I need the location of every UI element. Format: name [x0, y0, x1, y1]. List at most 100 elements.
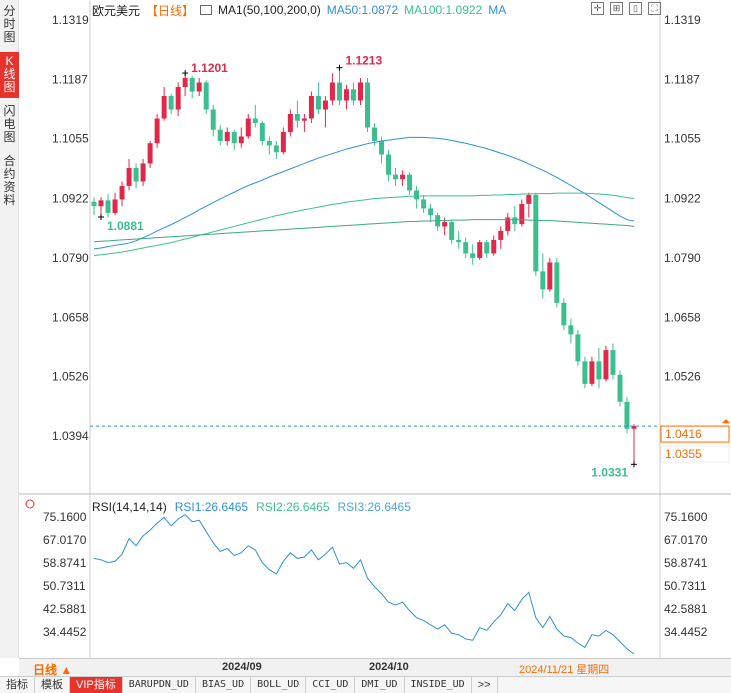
candle-body: [217, 129, 223, 141]
candle-body: [336, 82, 342, 101]
price-tick-right: 1.0526: [664, 370, 701, 384]
bookmark-icon[interactable]: ▯: [629, 2, 642, 15]
rsi2-value: RSI2:26.6465: [256, 500, 330, 514]
tab-more[interactable]: >>: [472, 677, 498, 693]
ma-more: MA: [488, 3, 507, 17]
candle-body: [547, 262, 553, 290]
tab-indicators[interactable]: 指标: [0, 677, 35, 693]
candle-body: [379, 140, 385, 155]
candle-body: [519, 203, 525, 225]
scroll-up-arrow-icon: [722, 419, 730, 424]
period-selector[interactable]: 【日线】: [146, 3, 195, 18]
candle-body: [182, 78, 188, 88]
rsi-params[interactable]: RSI(14,14,14): [92, 500, 167, 514]
tab-timeshare[interactable]: 分时图: [3, 4, 16, 44]
candle-body: [386, 154, 392, 175]
tab-boll[interactable]: BOLL_UD: [251, 677, 307, 693]
current-price-box: [660, 425, 730, 443]
price-tick-left: 1.1055: [52, 132, 89, 146]
tab-bias[interactable]: BIAS_UD: [196, 677, 252, 693]
time-label-oct: 2024/10: [369, 661, 409, 673]
candle-body: [140, 163, 146, 182]
tab-inside[interactable]: INSIDE_UD: [405, 677, 472, 693]
candle-body: [407, 174, 413, 191]
zoom-icon[interactable]: ⊞: [610, 2, 623, 15]
candle-body: [315, 96, 321, 110]
candle-body: [210, 109, 216, 130]
candle-body: [350, 89, 356, 101]
rsi-tick-right: 42.5881: [664, 602, 708, 616]
extreme-label: 1.1201: [191, 61, 228, 75]
current-price-label: 1.0416: [665, 427, 702, 441]
tab-flash[interactable]: 闪电图: [3, 104, 16, 144]
candle-body: [575, 334, 581, 362]
candle-body: [589, 361, 595, 384]
ma-settings-icon[interactable]: [200, 5, 213, 15]
extreme-label: 1.1213: [345, 54, 382, 68]
chart-toolbar: ✛ ⊞ ▯ ⛶: [591, 2, 661, 15]
candle-body: [273, 145, 279, 153]
tab-cci[interactable]: CCI_UD: [306, 677, 356, 693]
candle-body: [568, 325, 574, 335]
rsi-tick-right: 75.1600: [664, 510, 708, 524]
candle-body: [617, 374, 623, 402]
rsi3-value: RSI3:26.6465: [337, 500, 411, 514]
indicator-tabs: 指标 模板 VIP指标 BARUPDN_UD BIAS_UD BOLL_UD C…: [0, 676, 731, 693]
candle-body: [287, 113, 293, 132]
candle-body: [252, 118, 258, 123]
candle-body: [147, 143, 153, 164]
rsi-tick-left: 34.4452: [43, 625, 87, 639]
ma50-line: [93, 136, 635, 250]
candle-body: [561, 302, 567, 326]
rsi-tick-left: 50.7311: [43, 579, 86, 593]
candle-body: [168, 96, 174, 110]
candle-body: [631, 426, 637, 429]
candle-body: [610, 350, 616, 375]
ma-params[interactable]: MA1(50,100,200,0): [218, 3, 321, 17]
candle-body: [238, 136, 244, 144]
rsi-tick-right: 58.8741: [664, 556, 708, 570]
candle-body: [463, 242, 469, 254]
rsi-tick-left: 58.8741: [43, 556, 87, 570]
candle-body: [280, 131, 286, 153]
candle-body: [470, 253, 476, 258]
rsi-line: [93, 513, 635, 655]
rsi-settings-icon: [25, 499, 35, 509]
rsi1-value: RSI1:26.6465: [174, 500, 249, 514]
ma100-value: MA100:1.0922: [404, 3, 483, 17]
candle-body: [421, 199, 427, 209]
rsi-tick-right: 67.0170: [664, 533, 708, 547]
tab-barupdn[interactable]: BARUPDN_UD: [123, 677, 196, 693]
price-tick-right: 1.1187: [664, 72, 700, 86]
tab-templates[interactable]: 模板: [35, 677, 70, 693]
candle-body: [365, 82, 371, 128]
candle-body: [329, 82, 335, 101]
candle-body: [540, 271, 546, 290]
time-label-sep: 2024/09: [222, 661, 262, 673]
price-tick-right: 1.0658: [664, 310, 701, 324]
candle-body: [266, 140, 272, 146]
tab-kline[interactable]: K线图: [0, 52, 19, 98]
tab-contract-info[interactable]: 合约资料: [3, 154, 16, 207]
candle-body: [554, 262, 560, 303]
price-tick-left: 1.0790: [52, 251, 89, 265]
rsi-tick-left: 75.1600: [43, 510, 87, 524]
candle-body: [343, 89, 349, 101]
candle-body: [175, 87, 181, 110]
candle-body: [308, 96, 314, 119]
fullscreen-icon[interactable]: ⛶: [648, 2, 661, 15]
tab-dmi[interactable]: DMI_UD: [355, 677, 405, 693]
candle-body: [357, 82, 363, 101]
cursor-price-label: 1.0355: [665, 447, 702, 461]
candle-body: [322, 100, 328, 110]
candle-body: [414, 190, 420, 200]
time-period-label[interactable]: 日线 ▲: [33, 663, 73, 677]
candle-body: [624, 401, 630, 429]
symbol-title: 欧元美元: [92, 3, 141, 18]
rsi-tick-left: 67.0170: [43, 533, 87, 547]
candle-body: [428, 208, 434, 216]
tab-vip-indicators[interactable]: VIP指标: [70, 677, 123, 693]
crosshair-icon[interactable]: ✛: [591, 2, 604, 15]
